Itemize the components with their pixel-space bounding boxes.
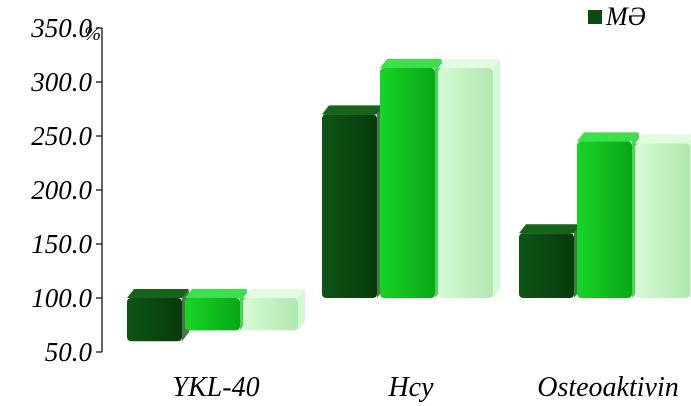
bar-top-face	[322, 105, 384, 115]
bar-front-face	[519, 233, 574, 298]
bar-side-face	[493, 60, 500, 298]
bar-side-face	[298, 290, 305, 331]
legend-swatch	[588, 10, 602, 24]
y-tick-label: 250.0	[31, 121, 92, 151]
y-tick-label: 200.0	[31, 175, 92, 205]
bar-top-face	[127, 289, 189, 298]
x-category-label: Hcy	[387, 372, 434, 403]
bar-front-face	[438, 67, 493, 299]
y-axis-unit: %	[84, 23, 101, 45]
bar-top-face	[380, 58, 442, 68]
bar-top-face	[438, 58, 500, 68]
bar-hcy-series-2	[380, 58, 442, 299]
bar-front-face	[185, 298, 240, 331]
y-tick-label: 350.0	[30, 13, 92, 43]
bar-front-face	[322, 114, 377, 299]
bar-top-face	[519, 224, 581, 234]
bar-front-face	[380, 67, 435, 299]
x-axis-labels: YKL-40 Hcy Osteoaktivin	[172, 372, 678, 403]
legend: MƏ	[588, 2, 646, 31]
bars	[127, 58, 691, 342]
bar-top-face	[243, 289, 305, 298]
bar-ykl-40-series-1	[127, 289, 189, 342]
bar-top-face	[185, 289, 247, 298]
bar-ykl-40-series-2	[185, 289, 247, 331]
y-tick-label: 50.0	[45, 337, 93, 367]
bar-hcy-series-1	[322, 105, 384, 299]
bar-top-face	[577, 132, 639, 142]
bar-osteoaktivin-series-1	[519, 224, 581, 298]
bar-ykl-40-series-3	[243, 289, 305, 331]
bar-front-face	[577, 141, 632, 298]
bar-top-face	[635, 134, 691, 144]
bar-hcy-series-3	[438, 58, 500, 299]
x-category-label: Osteoaktivin	[537, 372, 679, 403]
bar-osteoaktivin-series-3	[635, 134, 691, 298]
bar-front-face	[127, 298, 182, 342]
x-category-label: YKL-40	[172, 372, 259, 403]
legend-label: MƏ	[605, 2, 646, 31]
y-tick-label: 100.0	[31, 283, 92, 313]
y-tick-label: 150.0	[31, 229, 92, 259]
bar-osteoaktivin-series-2	[577, 132, 639, 298]
y-tick-label: 300.0	[30, 67, 92, 97]
y-axis: 50.0 100.0 150.0 200.0 250.0 300.0 350.0%	[30, 13, 103, 367]
bar-front-face	[635, 143, 690, 298]
bar-front-face	[243, 298, 298, 331]
